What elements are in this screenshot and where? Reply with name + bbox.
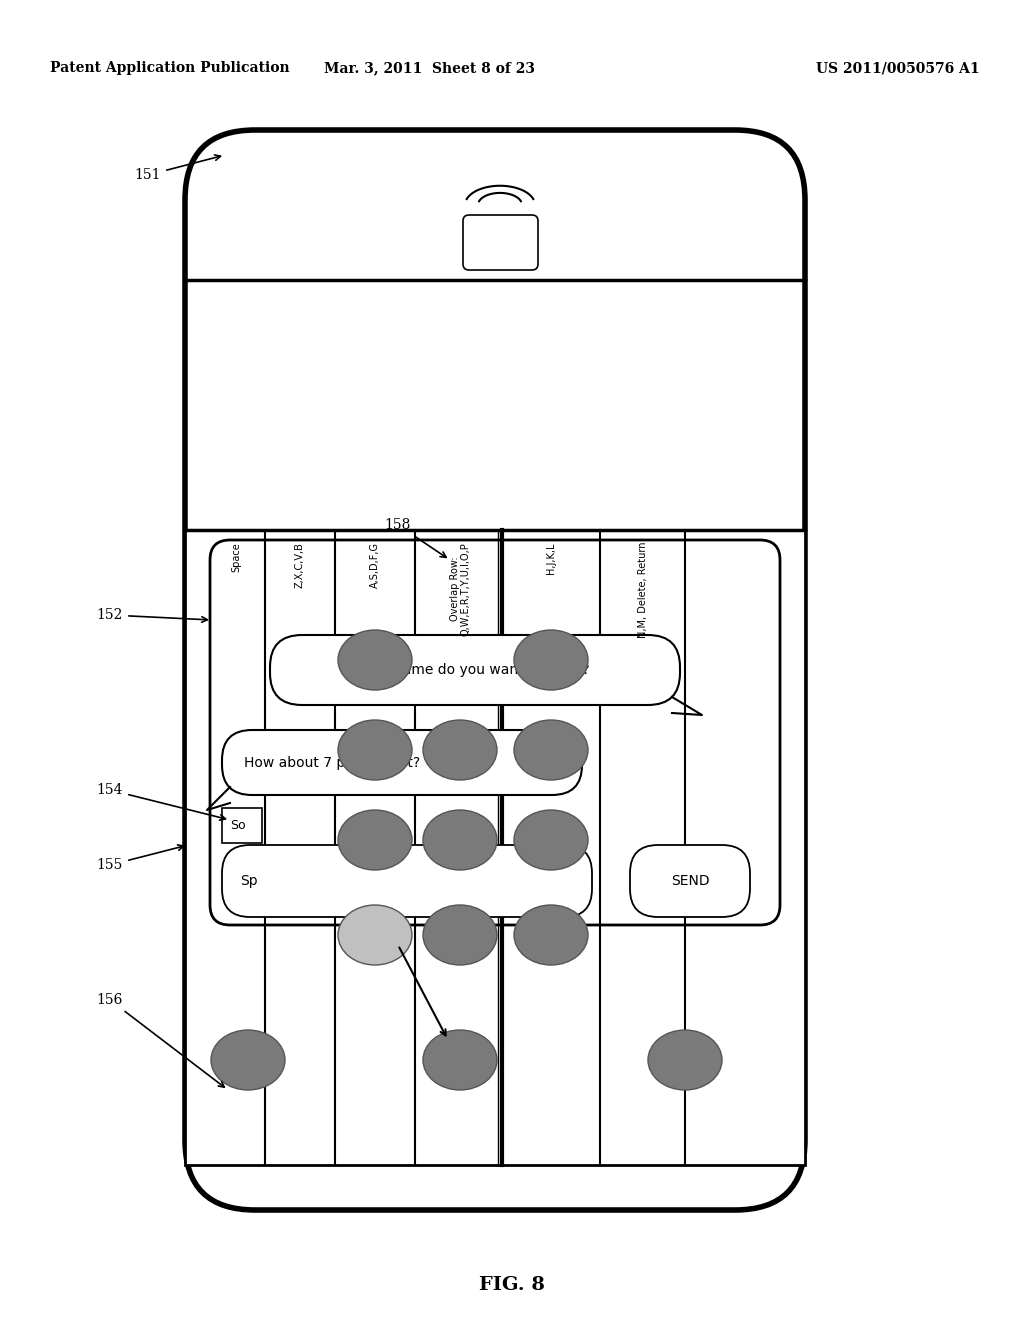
Text: Patent Application Publication: Patent Application Publication [50,61,290,75]
Text: FIG. 8: FIG. 8 [479,1276,545,1294]
Text: Overlap Row:
Q,W,E,R,T,Y,U,I,O,P: Overlap Row: Q,W,E,R,T,Y,U,I,O,P [450,543,470,636]
FancyBboxPatch shape [185,129,805,1210]
Text: Z,X,C,V,B: Z,X,C,V,B [295,543,305,587]
Text: 154: 154 [96,783,225,820]
FancyBboxPatch shape [270,635,680,705]
Ellipse shape [514,810,588,870]
FancyBboxPatch shape [630,845,750,917]
Ellipse shape [211,1030,285,1090]
Text: 151: 151 [135,154,220,182]
Text: So: So [230,818,246,832]
Text: Mar. 3, 2011  Sheet 8 of 23: Mar. 3, 2011 Sheet 8 of 23 [325,61,536,75]
Ellipse shape [514,630,588,690]
Text: What time do you want to meet?: What time do you want to meet? [360,663,590,677]
Ellipse shape [514,719,588,780]
Ellipse shape [423,906,497,965]
Bar [185,531,805,1166]
Ellipse shape [423,1030,497,1090]
Ellipse shape [514,906,588,965]
Text: How about 7 pm tonight?: How about 7 pm tonight? [244,755,420,770]
Text: A,S,D,F,G: A,S,D,F,G [370,543,380,587]
Ellipse shape [338,810,412,870]
Text: SEND: SEND [671,874,710,888]
Text: H,J,K,L: H,J,K,L [546,543,556,573]
FancyBboxPatch shape [210,540,780,925]
Ellipse shape [338,906,412,965]
Text: Sp: Sp [240,874,258,888]
Ellipse shape [338,719,412,780]
Bar [222,808,262,843]
Text: 156: 156 [97,993,224,1088]
Ellipse shape [423,810,497,870]
Text: US 2011/0050576 A1: US 2011/0050576 A1 [816,61,980,75]
FancyBboxPatch shape [222,845,592,917]
Ellipse shape [338,630,412,690]
Text: 155: 155 [97,845,183,873]
Text: N,M, Delete, Return: N,M, Delete, Return [638,543,648,639]
FancyBboxPatch shape [222,730,582,795]
Ellipse shape [423,719,497,780]
FancyBboxPatch shape [463,215,538,271]
Text: 158: 158 [385,517,446,557]
Ellipse shape [648,1030,722,1090]
Text: 152: 152 [97,609,208,622]
Text: Space: Space [231,543,241,572]
